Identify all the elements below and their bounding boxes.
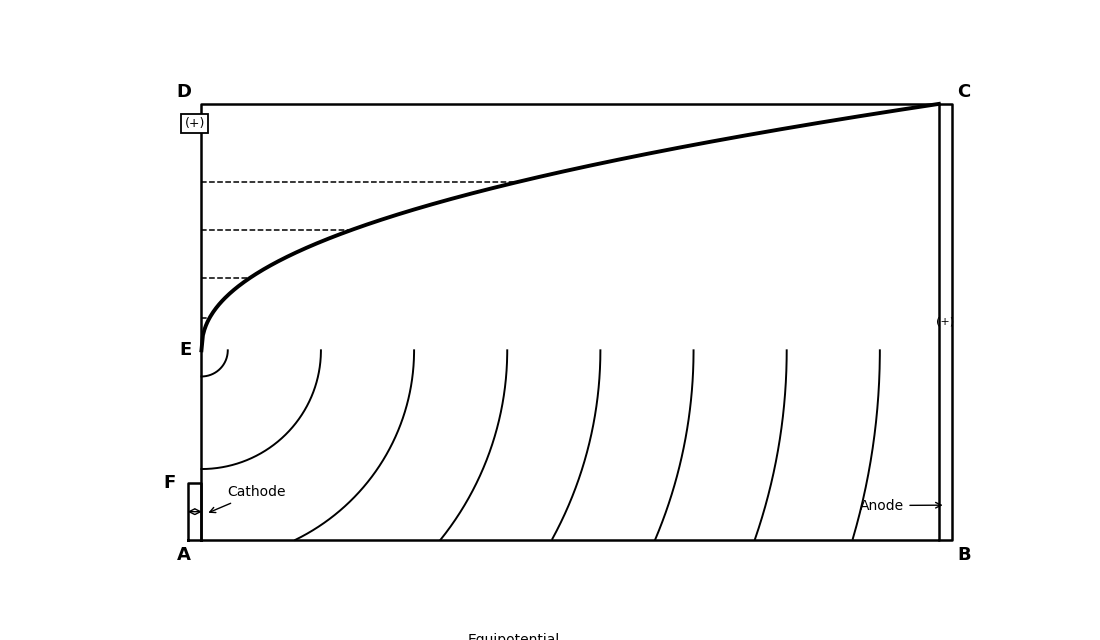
Text: A: A xyxy=(177,546,191,564)
Text: Anode: Anode xyxy=(860,499,942,513)
Text: C: C xyxy=(957,83,970,101)
Text: F: F xyxy=(164,474,176,492)
Text: Equipotential
line: Equipotential line xyxy=(353,632,560,640)
Text: B: B xyxy=(957,546,971,564)
Text: (+): (+) xyxy=(936,317,955,327)
Text: E: E xyxy=(179,341,191,359)
Text: (+): (+) xyxy=(185,117,205,130)
Text: Cathode: Cathode xyxy=(210,485,286,513)
Text: D: D xyxy=(176,83,191,101)
